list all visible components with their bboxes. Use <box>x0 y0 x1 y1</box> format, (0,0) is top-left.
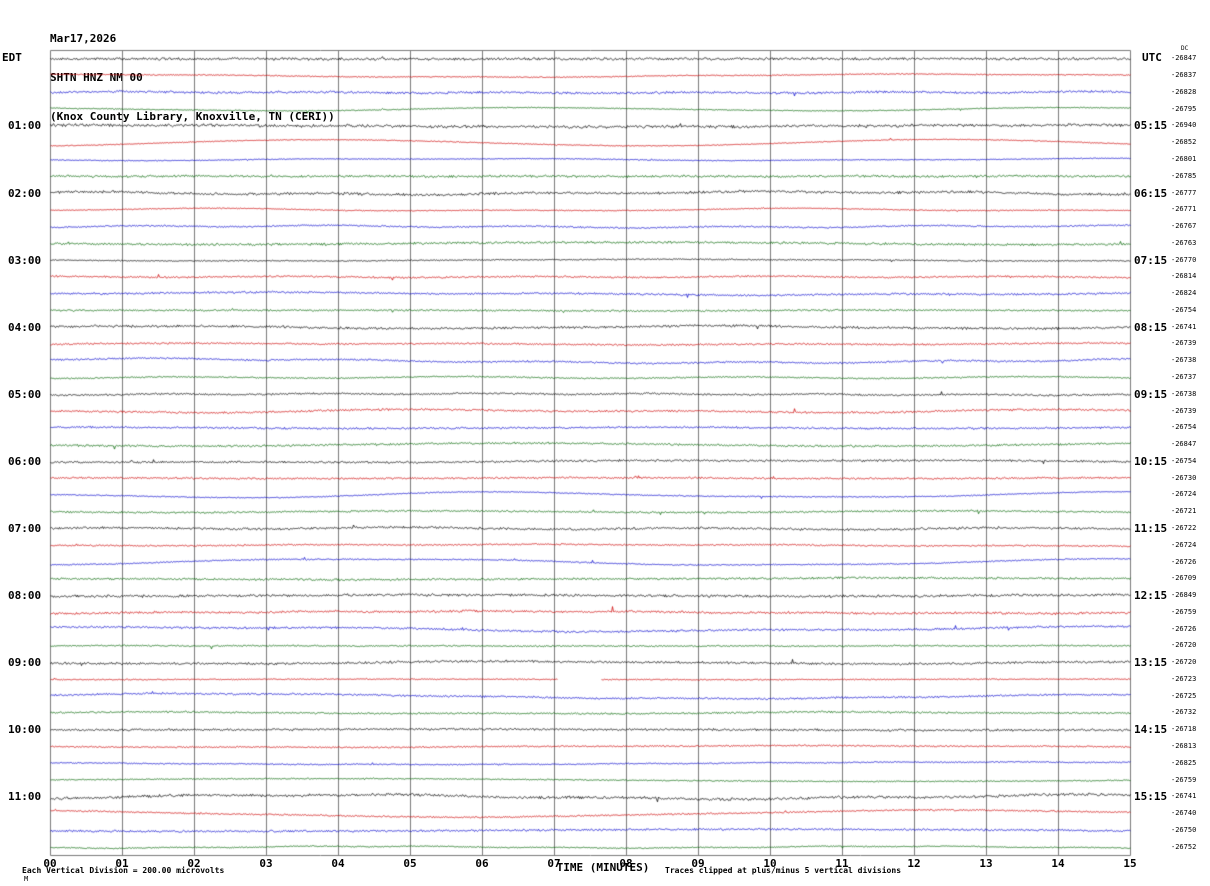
corner-mark: M <box>24 875 29 883</box>
footnote-clipping: Traces clipped at plus/minus 5 vertical … <box>665 866 902 875</box>
footnote-vertical-division: Each Vertical Division = 200.00 microvol… <box>22 866 225 875</box>
x-axis-title: TIME (MINUTES) <box>556 861 650 874</box>
